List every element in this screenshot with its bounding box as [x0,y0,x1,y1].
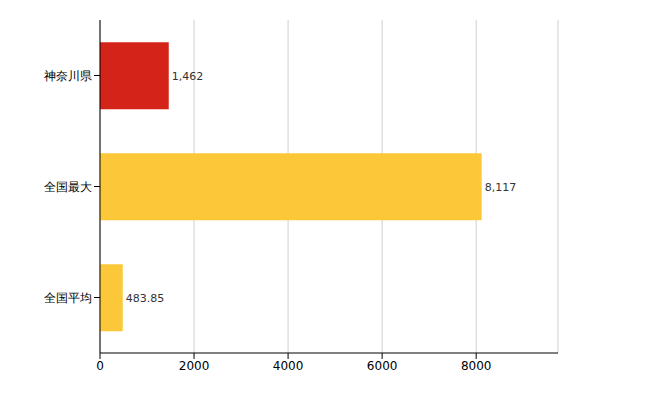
svg-text:4000: 4000 [273,359,304,373]
svg-text:全国最大: 全国最大 [44,180,92,194]
svg-text:483.85: 483.85 [126,292,165,305]
svg-text:8000: 8000 [461,359,492,373]
svg-text:6000: 6000 [367,359,398,373]
svg-text:全国平均: 全国平均 [44,291,92,305]
svg-text:2000: 2000 [179,359,210,373]
svg-text:8,117: 8,117 [485,181,517,194]
svg-text:0: 0 [96,359,104,373]
svg-text:1,462: 1,462 [172,70,204,83]
svg-text:神奈川県: 神奈川県 [44,69,92,83]
